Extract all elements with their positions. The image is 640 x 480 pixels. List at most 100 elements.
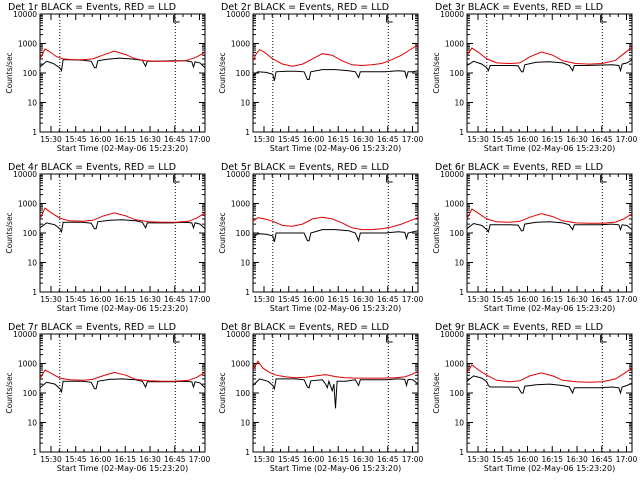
x-tick-label: 16:15 [327, 135, 349, 144]
y-tick-label: 1000 [18, 40, 37, 49]
x-tick-label: 15:30 [253, 455, 275, 464]
x-tick-label: 16:00 [517, 135, 539, 144]
chart-title: Det 3r BLACK = Events, RED = LLD [435, 2, 603, 13]
chart-title: Det 5r BLACK = Events, RED = LLD [221, 162, 389, 173]
x-axis-label: Start Time (02-May-06 15:23:20) [57, 304, 188, 313]
x-tick-label: 15:45 [278, 135, 300, 144]
x-tick-label: 16:30 [352, 295, 374, 304]
x-tick-label: 17:00 [402, 295, 424, 304]
y-tick-label: 10 [454, 99, 464, 108]
y-axis-label: Counts/sec [5, 52, 14, 93]
x-axis-label: Start Time (02-May-06 15:23:20) [484, 144, 615, 153]
y-tick-label: 10 [454, 259, 464, 268]
y-tick-label: 1000 [231, 360, 250, 369]
y-tick-label: 10 [240, 259, 250, 268]
x-tick-label: 16:15 [114, 455, 136, 464]
corner-marker [173, 175, 180, 183]
y-tick-label: 1000 [445, 360, 464, 369]
chart-panel: Det 8r BLACK = Events, RED = LLD 1 10 100 10… [218, 322, 424, 473]
x-tick-label: 15:45 [278, 295, 300, 304]
y-axis-label: Counts/sec [432, 372, 441, 413]
x-tick-label: 17:00 [616, 135, 638, 144]
y-tick-label: 100 [23, 69, 38, 78]
x-tick-label: 17:00 [616, 455, 638, 464]
plot-frame [466, 173, 633, 293]
lld-series-line [466, 364, 633, 383]
y-tick-label: 100 [450, 389, 465, 398]
corner-marker [386, 15, 393, 23]
y-tick-label: 10000 [13, 10, 37, 19]
x-tick-label: 15:45 [492, 135, 514, 144]
x-tick-label: 16:30 [139, 135, 161, 144]
corner-marker [386, 335, 393, 343]
y-axis-label: Counts/sec [218, 52, 227, 93]
plot-frame [39, 333, 206, 453]
y-tick-label: 1000 [231, 200, 250, 209]
chart-title: Det 7r BLACK = Events, RED = LLD [8, 322, 176, 333]
events-series-line [466, 59, 633, 73]
y-tick-label: 1 [245, 448, 250, 457]
corner-marker [386, 175, 393, 183]
x-axis-label: Start Time (02-May-06 15:23:20) [270, 144, 401, 153]
y-axis-label: Counts/sec [218, 212, 227, 253]
x-tick-label: 16:45 [377, 135, 399, 144]
chart-panel: Det 6r BLACK = Events, RED = LLD 1 10 100 10… [432, 162, 638, 313]
x-tick-label: 15:30 [40, 455, 62, 464]
x-tick-label: 15:45 [65, 455, 87, 464]
x-tick-label: 15:30 [253, 135, 275, 144]
x-axis-label: Start Time (02-May-06 15:23:20) [484, 304, 615, 313]
x-tick-label: 16:45 [377, 455, 399, 464]
y-tick-label: 1 [245, 288, 250, 297]
x-tick-label: 16:45 [377, 295, 399, 304]
x-tick-label: 16:00 [90, 455, 112, 464]
x-tick-label: 17:00 [189, 455, 211, 464]
x-tick-label: 15:30 [253, 295, 275, 304]
x-tick-label: 15:45 [65, 295, 87, 304]
x-tick-label: 17:00 [189, 135, 211, 144]
x-tick-label: 16:15 [327, 455, 349, 464]
y-tick-label: 10000 [13, 330, 37, 339]
y-tick-label: 100 [236, 389, 251, 398]
y-tick-label: 100 [236, 229, 251, 238]
corner-marker [600, 15, 607, 23]
x-tick-label: 16:15 [114, 135, 136, 144]
x-tick-label: 15:30 [467, 135, 489, 144]
chart-panel: Det 4r BLACK = Events, RED = LLD 1 10 100 10… [5, 162, 211, 313]
x-tick-label: 16:45 [591, 455, 613, 464]
lld-series-line [466, 46, 633, 65]
x-tick-label: 16:45 [164, 455, 186, 464]
plot-frame [39, 173, 206, 293]
chart-panel: Det 5r BLACK = Events, RED = LLD 1 10 100 10… [218, 162, 424, 313]
events-series-line [252, 69, 419, 81]
x-tick-label: 16:00 [303, 295, 325, 304]
y-tick-label: 10 [27, 419, 37, 428]
chart-title: Det 4r BLACK = Events, RED = LLD [8, 162, 176, 173]
y-tick-label: 1000 [445, 40, 464, 49]
x-tick-label: 16:30 [566, 455, 588, 464]
events-series-line [466, 375, 633, 395]
chart-panel: Det 7r BLACK = Events, RED = LLD 1 10 100 10… [5, 322, 211, 473]
plot-frame [252, 13, 419, 133]
y-tick-label: 10 [240, 419, 250, 428]
y-tick-label: 100 [23, 389, 38, 398]
x-tick-label: 16:30 [566, 295, 588, 304]
x-tick-label: 16:30 [566, 135, 588, 144]
x-tick-label: 16:30 [352, 455, 374, 464]
y-tick-label: 1000 [445, 200, 464, 209]
y-tick-label: 10 [454, 419, 464, 428]
x-tick-label: 16:30 [352, 135, 374, 144]
chart-title: Det 6r BLACK = Events, RED = LLD [435, 162, 603, 173]
x-tick-label: 17:00 [402, 455, 424, 464]
y-tick-label: 10000 [440, 170, 464, 179]
x-tick-label: 17:00 [402, 135, 424, 144]
x-tick-label: 17:00 [616, 295, 638, 304]
x-tick-label: 16:45 [164, 135, 186, 144]
x-tick-label: 15:45 [65, 135, 87, 144]
y-tick-label: 1 [459, 128, 464, 137]
y-tick-label: 1 [459, 448, 464, 457]
events-series-line [466, 221, 633, 233]
x-tick-label: 15:30 [40, 135, 62, 144]
x-tick-label: 16:00 [303, 455, 325, 464]
corner-marker [173, 335, 180, 343]
